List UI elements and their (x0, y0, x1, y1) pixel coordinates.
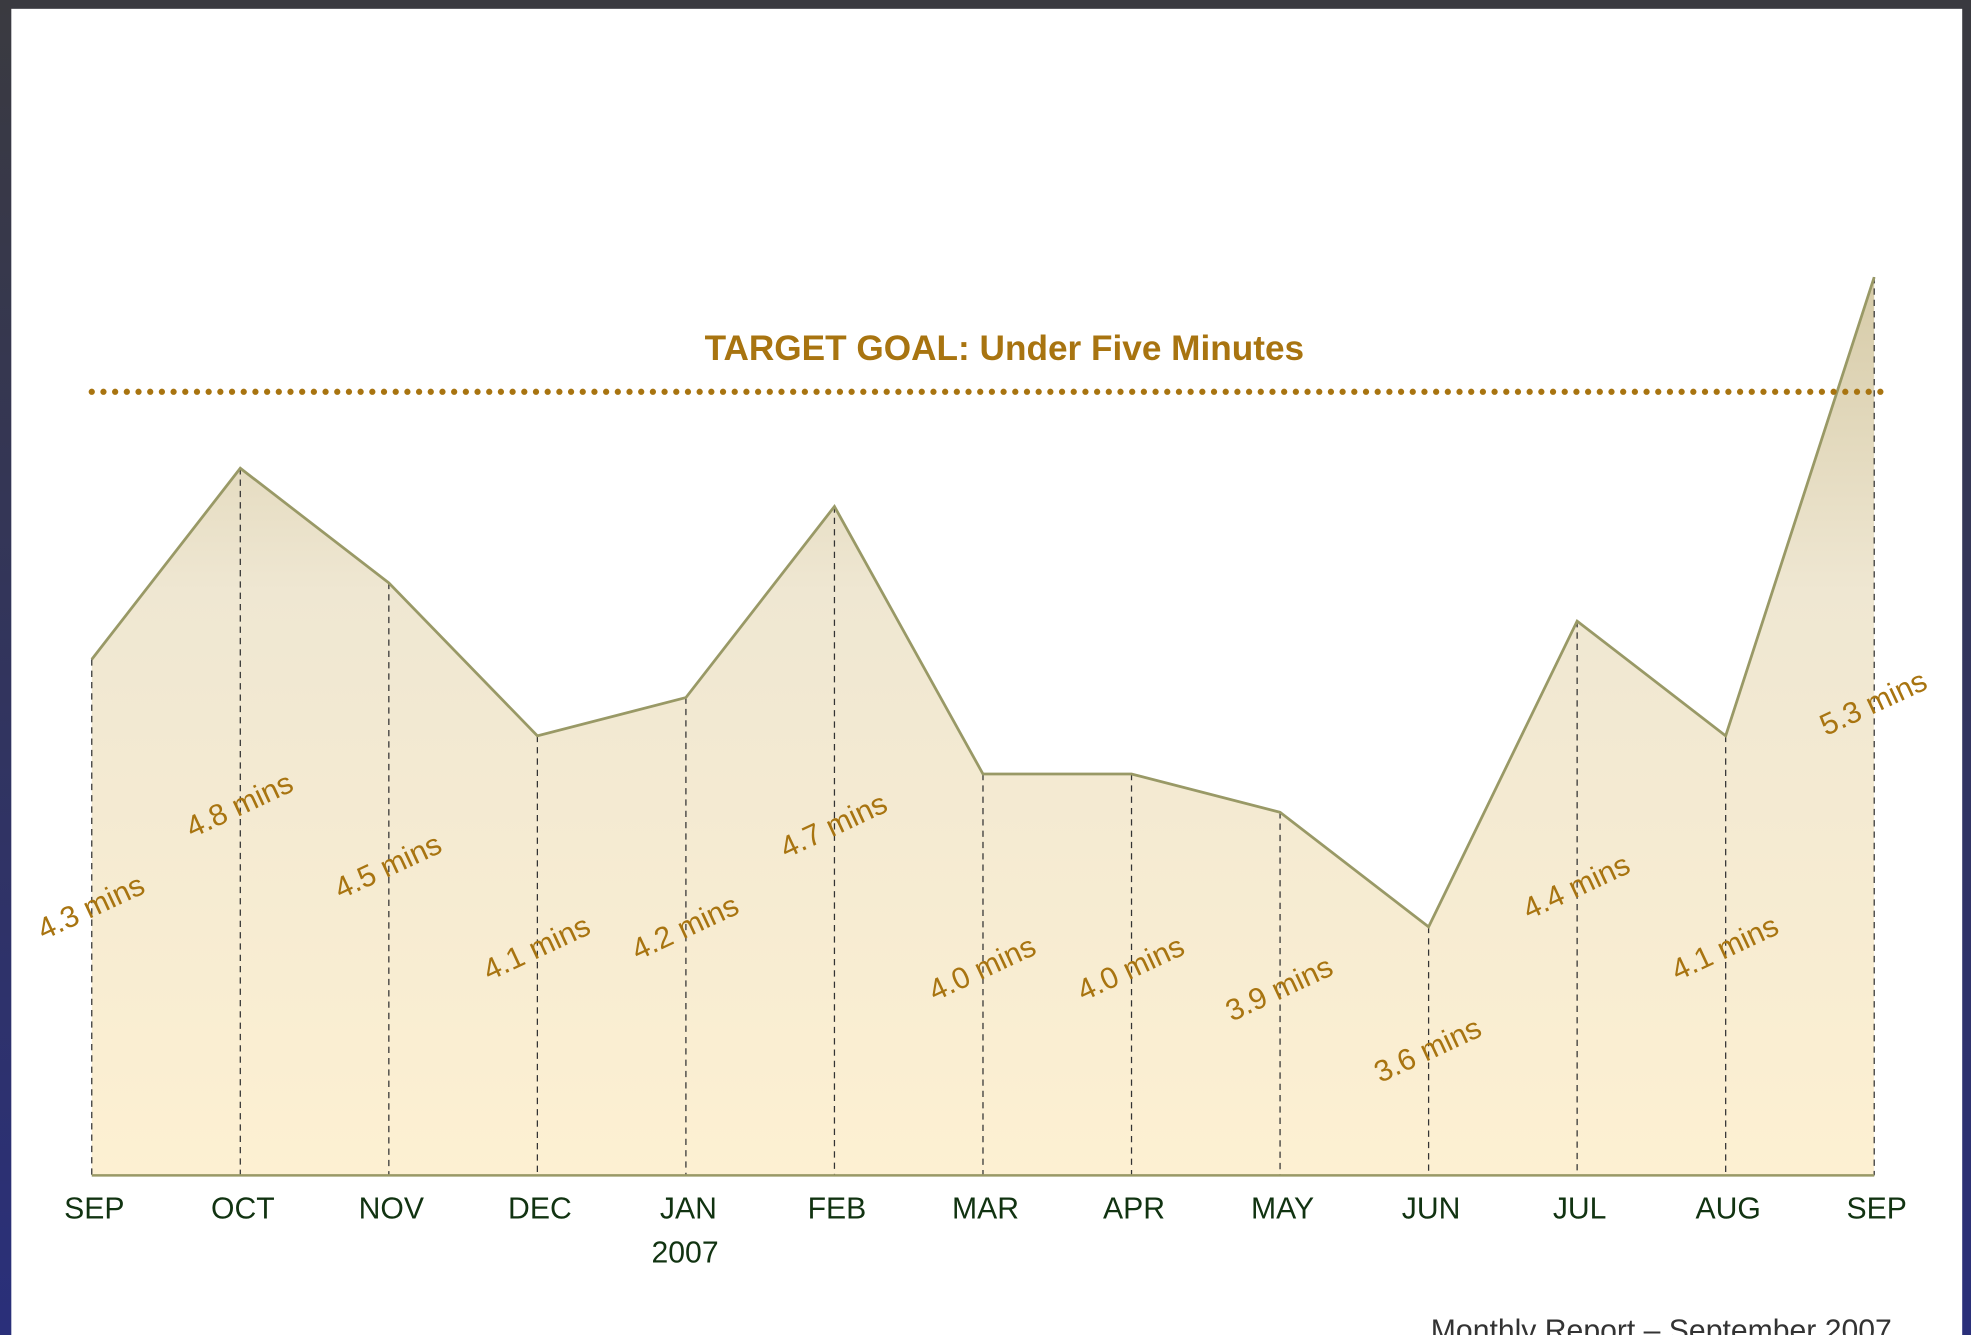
x-tick-label: FEB (808, 1192, 867, 1225)
x-tick-label: JUN (1402, 1192, 1461, 1225)
x-tick-label: NOV (359, 1192, 424, 1225)
x-tick-label: OCT (211, 1192, 275, 1225)
year-label: 2007 (652, 1236, 719, 1269)
line (90, 276, 1876, 930)
target-label: TARGET GOAL: Under Five Minutes (705, 329, 1305, 368)
x-tick-label: SEP (1847, 1192, 1907, 1225)
x-tick-label: MAY (1251, 1192, 1314, 1225)
x-tick-label: DEC (508, 1192, 572, 1225)
x-tick-label: APR (1103, 1192, 1165, 1225)
x-tick-label: JAN (660, 1192, 717, 1225)
footer: Monthly Report – September 2007 (1431, 1314, 1892, 1335)
x-tick-label: SEP (64, 1192, 124, 1225)
x-tick-label: AUG (1696, 1192, 1761, 1225)
x-tick-label: MAR (952, 1192, 1019, 1225)
x-tick-label: JUL (1553, 1192, 1607, 1225)
